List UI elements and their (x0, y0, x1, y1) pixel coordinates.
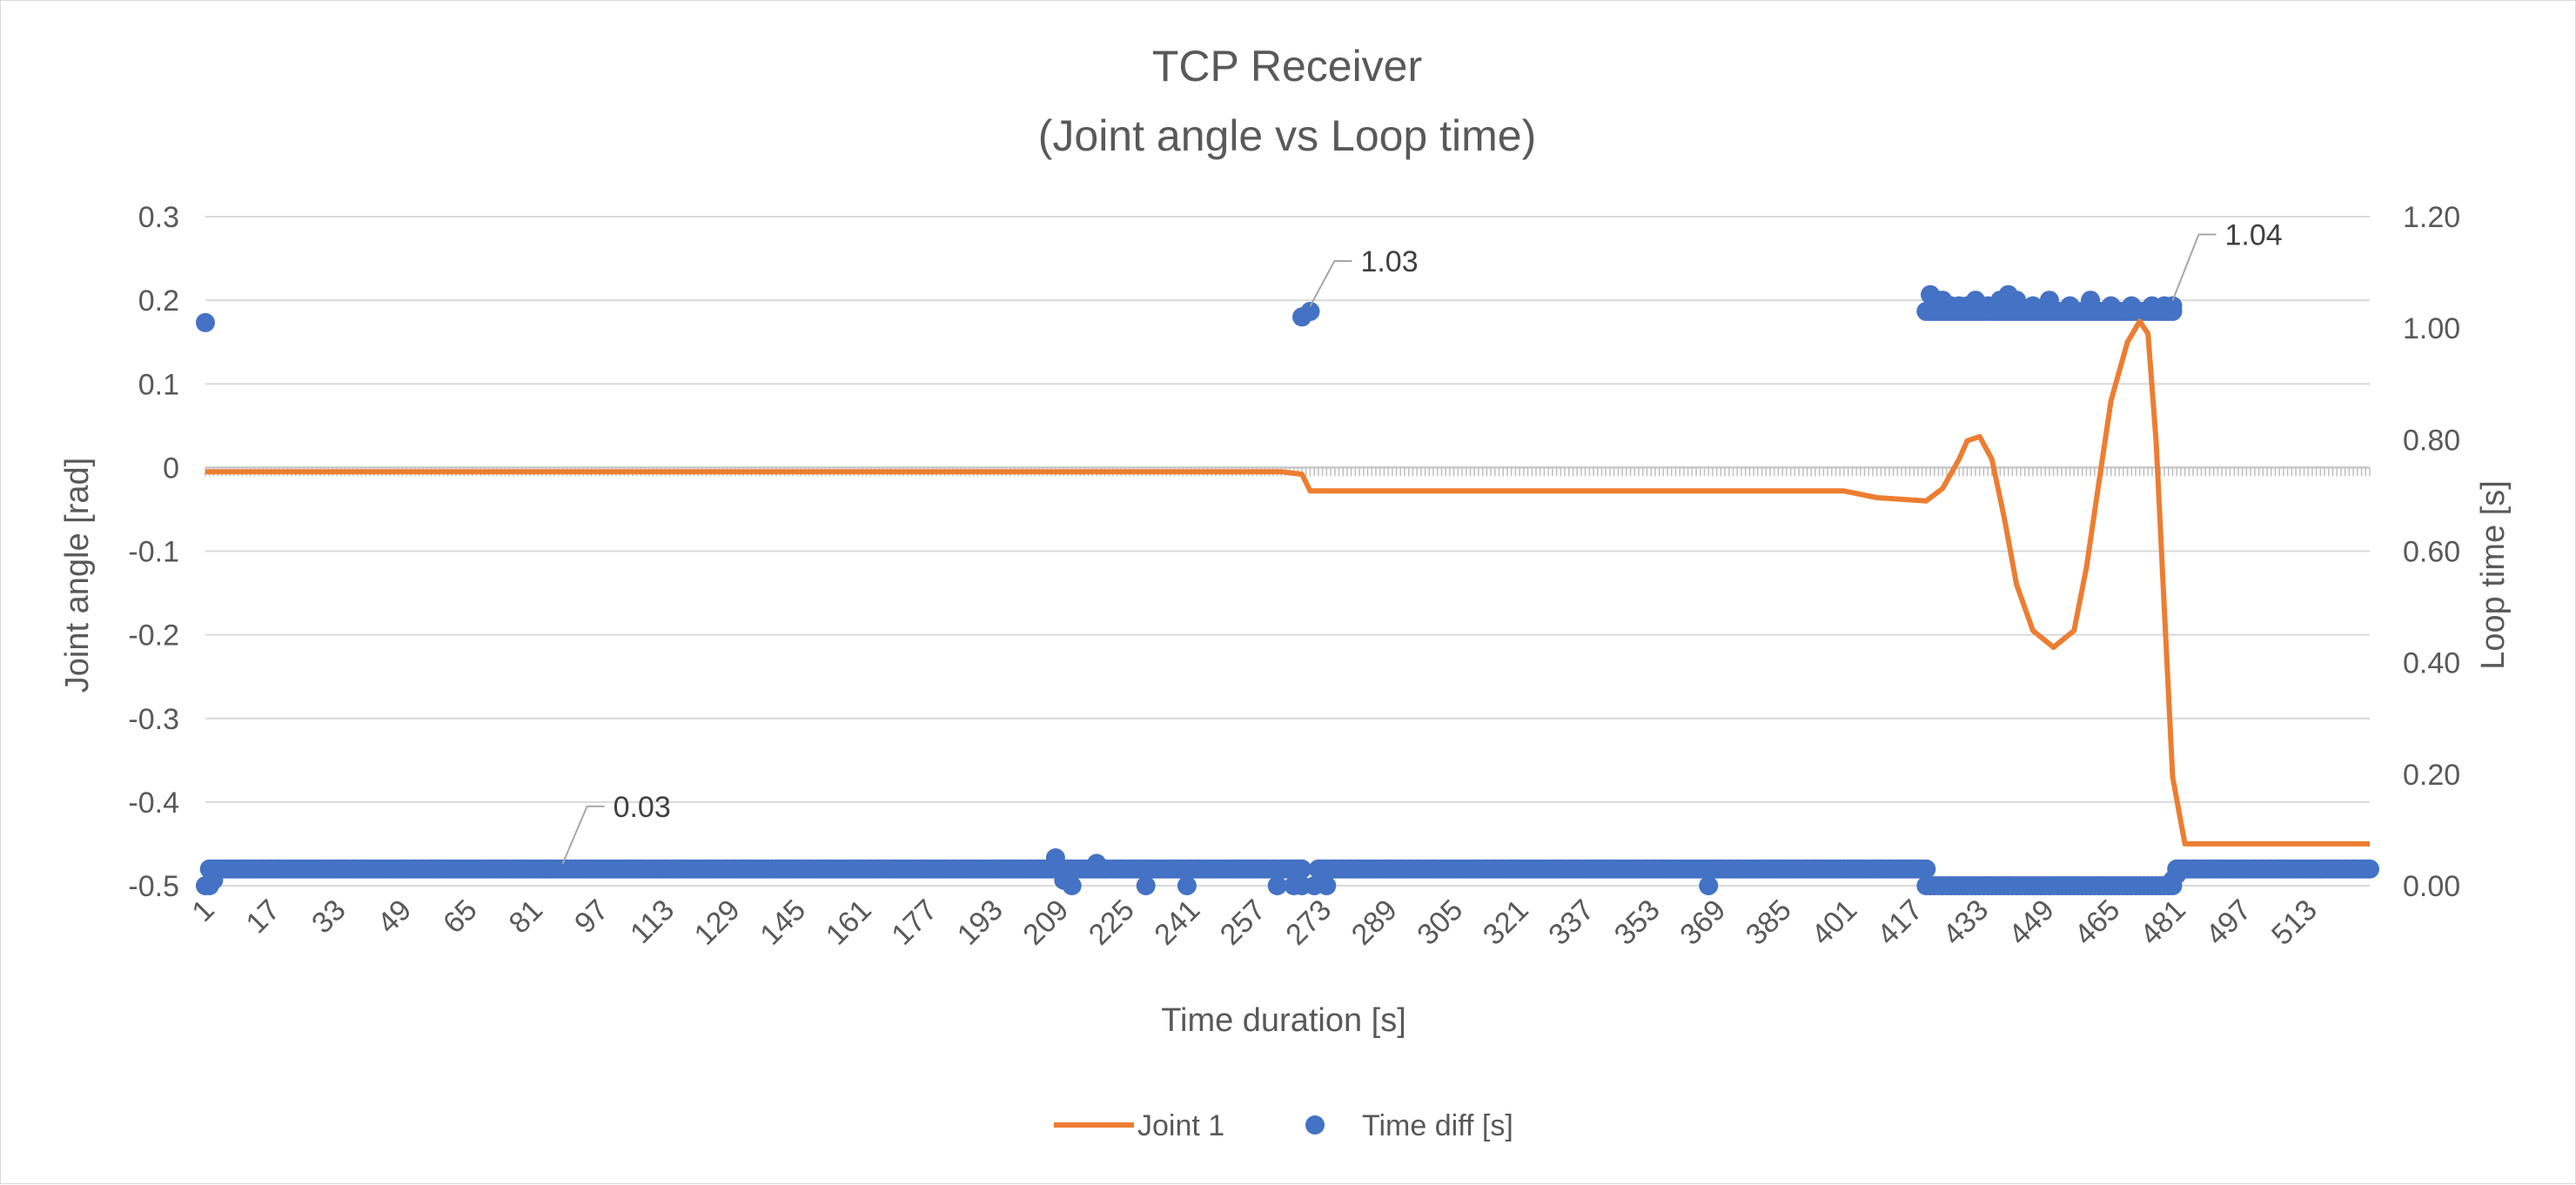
x-tick-label: 81 (503, 894, 550, 941)
annotations: 1.03 1.04 0.03 (561, 219, 2283, 865)
callout-leader (561, 805, 605, 865)
x-tick-label: 321 (1477, 894, 1535, 952)
x-tick-label: 353 (1608, 894, 1667, 952)
legend: Joint 1 Time diff [s] (1054, 1109, 1513, 1142)
timediff-point (2039, 291, 2059, 311)
timediff-point (1177, 876, 1197, 895)
timediff-point (2122, 296, 2142, 316)
x-tick-label: 433 (1936, 894, 1995, 952)
timediff-point (1136, 876, 1156, 895)
timediff-point (204, 870, 224, 890)
x-tick-label: 209 (1016, 894, 1075, 952)
x-tick-label: 49 (372, 894, 419, 941)
chart-title: TCP Receiver (1152, 42, 1422, 90)
y-tick-label: -0.1 (128, 536, 179, 569)
x-axis-title: Time duration [s] (1161, 1002, 1406, 1039)
series-layer (196, 285, 2379, 895)
x-tick-label: 1 (185, 894, 220, 928)
y2-tick-label: 0.60 (2403, 536, 2460, 569)
y2-axis-title: Loop time [s] (2475, 480, 2512, 670)
y2-axis-ticks: 1.20 1.00 0.80 0.60 0.40 0.20 0.00 (2403, 201, 2460, 903)
x-tick-label: 497 (2199, 894, 2257, 952)
x-tick-label: 129 (688, 894, 747, 952)
timediff-point (2060, 296, 2080, 316)
timediff-point (2360, 859, 2379, 879)
timediff-point (2163, 296, 2183, 316)
timediff-point (1267, 876, 1287, 895)
x-tick-label: 113 (624, 894, 681, 950)
x-tick-label: 449 (2002, 894, 2061, 952)
y2-tick-label: 1.00 (2403, 312, 2460, 345)
x-tick-label: 225 (1083, 894, 1141, 952)
x-tick-label: 241 (1148, 894, 1206, 952)
x-tick-label: 177 (885, 894, 943, 952)
timediff-point (1292, 859, 1311, 879)
timediff-point (196, 312, 215, 332)
timediff-point (1317, 876, 1337, 895)
callout-label: 1.04 (2224, 219, 2282, 252)
timediff-point (2167, 865, 2187, 885)
y-tick-label: -0.5 (128, 870, 179, 903)
timediff-point (2023, 296, 2043, 316)
x-tick-label: 417 (1871, 894, 1929, 952)
y-axis-ticks: 0.3 0.2 0.1 0 -0.1 -0.2 -0.3 -0.4 -0.5 (128, 201, 179, 903)
x-tick-label: 145 (754, 894, 812, 952)
callout-leader (1309, 259, 1352, 307)
legend-label-joint: Joint 1 (1137, 1109, 1224, 1142)
x-tick-label: 401 (1805, 894, 1863, 952)
timediff-point (1062, 876, 1082, 895)
x-tick-label: 17 (240, 894, 287, 941)
x-tick-label: 257 (1214, 894, 1272, 952)
y-tick-label: -0.4 (128, 787, 179, 820)
x-tick-label: 273 (1279, 894, 1338, 952)
y-tick-label: -0.2 (128, 619, 179, 653)
x-tick-label: 33 (305, 894, 352, 941)
legend-label-timediff: Time diff [s] (1362, 1109, 1513, 1142)
joint1-line (205, 318, 2370, 847)
y-tick-label: 0.1 (138, 368, 179, 401)
x-tick-label: 513 (2265, 894, 2324, 952)
y-tick-label: -0.3 (128, 703, 179, 736)
x-tick-label: 97 (568, 894, 615, 941)
y2-tick-label: 0.00 (2403, 870, 2460, 903)
x-tick-label: 337 (1542, 894, 1600, 952)
y2-tick-label: 0.40 (2403, 647, 2460, 680)
timediff-point (1300, 301, 1320, 321)
x-tick-label: 289 (1345, 894, 1404, 952)
timediff-point (1699, 876, 1719, 895)
timediff-point (1087, 854, 1107, 874)
y-tick-label: 0.3 (138, 201, 179, 234)
y2-tick-label: 0.20 (2403, 759, 2460, 792)
chart-subtitle: (Joint angle vs Loop time) (1038, 111, 1537, 160)
timediff-point (2081, 291, 2101, 311)
x-tick-label: 465 (2068, 894, 2126, 952)
timediff-point (2101, 296, 2121, 316)
callout-label: 1.03 (1360, 245, 1418, 278)
x-tick-label: 385 (1740, 894, 1798, 952)
timediff-point (1045, 848, 1065, 867)
y-axis-title: Joint angle [rad] (59, 458, 96, 693)
x-tick-label: 65 (437, 894, 484, 941)
y-tick-label: 0.2 (138, 285, 179, 318)
x-tick-label: 481 (2134, 894, 2192, 952)
x-tick-label: 161 (820, 894, 878, 952)
timediff-point (1916, 859, 1936, 879)
timediff-point (2007, 291, 2027, 311)
legend-swatch-timediff (1305, 1115, 1325, 1135)
x-axis-ticks: 1 17 33 49 65 81 97 113 129 145 161 177 193 209 225 241… (185, 894, 2323, 952)
callout-label: 0.03 (614, 791, 671, 824)
y2-tick-label: 0.80 (2403, 424, 2460, 457)
y-tick-label: 0 (163, 452, 179, 485)
x-tick-label: 305 (1411, 894, 1469, 952)
x-tick-label: 193 (951, 894, 1010, 952)
callout-leader (2171, 233, 2217, 301)
y2-tick-label: 1.20 (2403, 201, 2460, 234)
x-tick-label: 369 (1674, 894, 1732, 952)
